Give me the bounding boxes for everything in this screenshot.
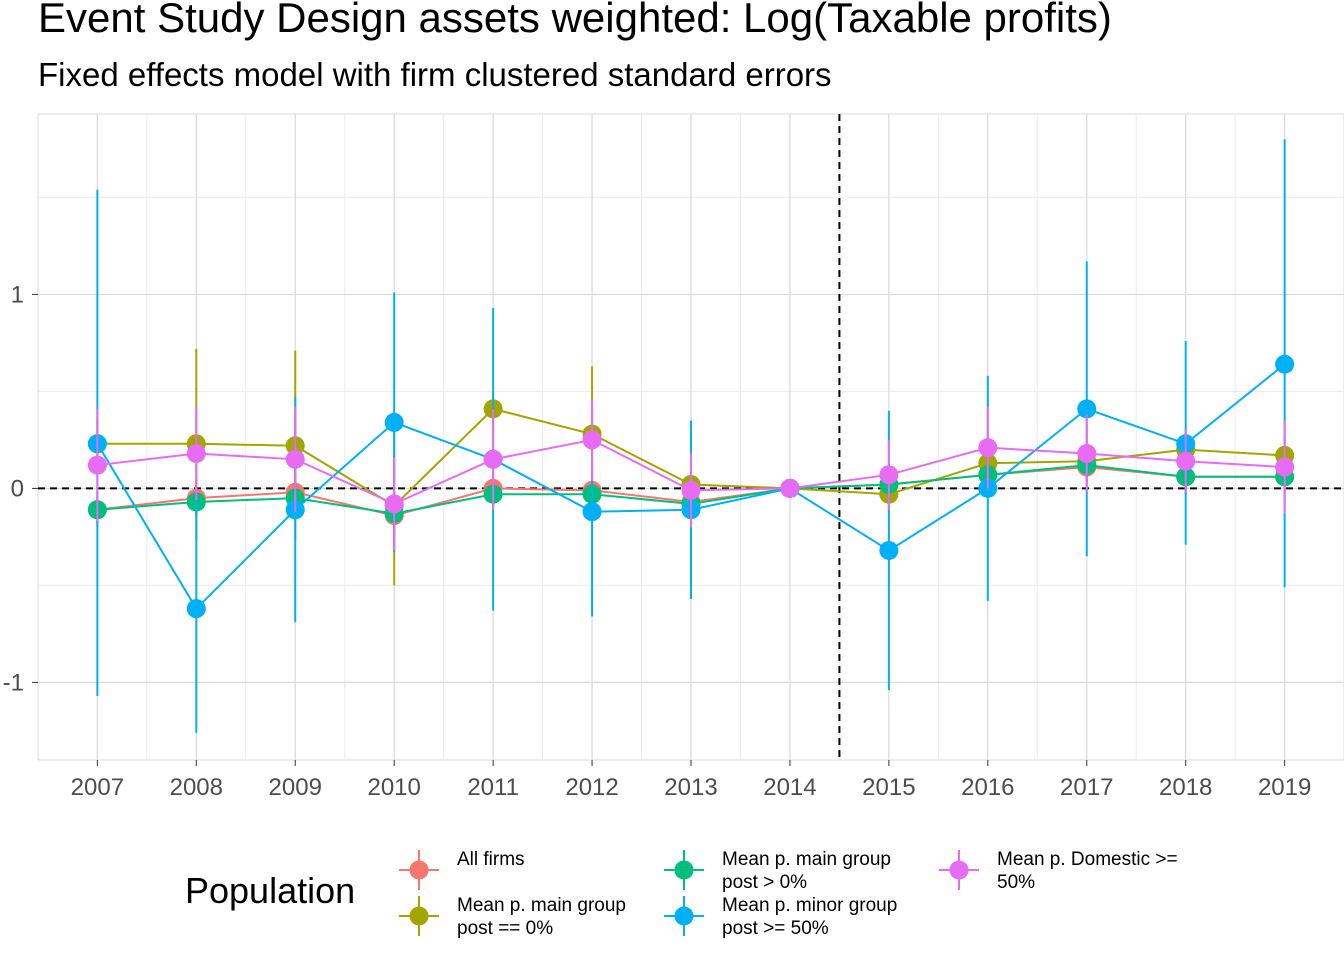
legend-label: Mean p. main group post > 0% [722, 849, 891, 893]
x-tick-label: 2012 [565, 774, 618, 801]
legend-label: Mean p. Domestic >= 50% [997, 849, 1178, 893]
data-point [1077, 443, 1097, 463]
data-point [384, 412, 404, 432]
data-point [681, 480, 701, 500]
data-point [483, 449, 503, 469]
y-tick-label: -1 [3, 669, 24, 696]
legend-label: Mean p. main group post == 0% [457, 895, 626, 939]
legend-item: Mean p. main group post == 0% [395, 892, 665, 940]
x-tick-label: 2014 [763, 774, 816, 801]
legend-key [399, 896, 439, 936]
legend-key-point [674, 906, 694, 926]
x-tick-label: 2007 [71, 774, 124, 801]
data-point [582, 502, 602, 522]
legend-key-point [409, 860, 429, 880]
y-tick-label: 1 [11, 281, 24, 308]
x-tick-label: 2019 [1258, 774, 1311, 801]
data-point [1275, 354, 1295, 374]
x-tick-label: 2010 [367, 774, 420, 801]
x-tick-label: 2013 [664, 774, 717, 801]
legend-label: All firms [457, 849, 525, 870]
data-point [1176, 451, 1196, 471]
data-point [879, 540, 899, 560]
data-point [780, 478, 800, 498]
chart-title: Event Study Design assets weighted: Log(… [38, 0, 1112, 41]
data-point [879, 465, 899, 485]
data-point [285, 449, 305, 469]
data-point [186, 443, 206, 463]
data-point [582, 430, 602, 450]
x-tick-label: 2015 [862, 774, 915, 801]
legend-key [664, 896, 704, 936]
legend-item: Mean p. Domestic >= 50% [935, 846, 1205, 894]
legend-key [399, 850, 439, 890]
x-tick-label: 2016 [961, 774, 1014, 801]
legend-label: Mean p. minor group post >= 50% [722, 895, 898, 939]
data-point [1077, 399, 1097, 419]
x-tick-label: 2017 [1060, 774, 1113, 801]
legend-item: Mean p. minor group post >= 50% [660, 892, 930, 940]
data-point [1275, 457, 1295, 477]
x-tick-label: 2009 [269, 774, 322, 801]
legend-key [664, 850, 704, 890]
chart-subtitle: Fixed effects model with firm clustered … [38, 56, 832, 93]
y-tick-label: 0 [11, 475, 24, 502]
data-point [87, 455, 107, 475]
legend-key [939, 850, 979, 890]
data-point [384, 494, 404, 514]
legend-key-point [674, 860, 694, 880]
legend-title: Population [185, 870, 356, 911]
series-4 [87, 399, 1295, 551]
x-tick-label: 2008 [170, 774, 223, 801]
legend-key-point [409, 906, 429, 926]
x-tick-label: 2011 [467, 774, 519, 801]
legend-item: All firms [395, 846, 665, 894]
legend-key-point [949, 860, 969, 880]
legend-item: Mean p. main group post > 0% [660, 846, 930, 894]
data-point [186, 599, 206, 619]
data-point [978, 438, 998, 458]
x-tick-label: 2018 [1159, 774, 1212, 801]
